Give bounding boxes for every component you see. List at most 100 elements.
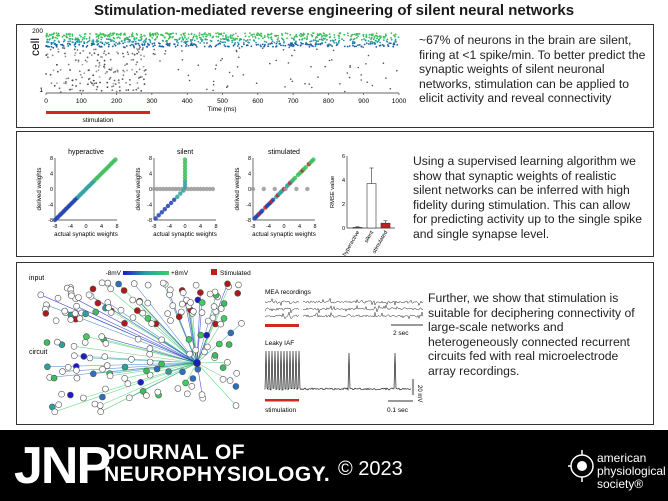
bar-ytick: 0 <box>342 226 345 232</box>
raster-spike <box>378 38 380 41</box>
raster-spike <box>379 41 381 44</box>
raster-spike <box>54 42 56 45</box>
raster-spike <box>122 52 124 55</box>
raster-spike <box>116 51 118 53</box>
raster-spike <box>300 35 302 38</box>
raster-spike <box>124 64 126 67</box>
raster-spike <box>266 35 269 38</box>
raster-spike <box>353 33 356 36</box>
raster-spike <box>319 43 322 46</box>
raster-spike <box>120 40 123 43</box>
raster-spike <box>100 89 103 92</box>
raster-spike <box>124 41 126 43</box>
scatter-point <box>185 186 191 192</box>
raster-spike <box>209 44 212 47</box>
raster-spike <box>140 33 143 36</box>
raster-spike <box>211 36 214 39</box>
neuron-node <box>97 408 104 415</box>
raster-spike <box>100 36 102 38</box>
raster-spike <box>110 34 113 37</box>
raster-spike <box>204 32 206 34</box>
synapse-line <box>76 305 198 364</box>
scatter-ytick: 4 <box>248 172 251 178</box>
raster-spike <box>80 40 82 43</box>
raster-spike <box>175 32 178 35</box>
stimulation-label: stimulation <box>82 117 113 124</box>
raster-ytick-bottom: 1 <box>39 87 43 94</box>
raster-spike <box>96 85 99 88</box>
raster-spike <box>347 34 349 37</box>
raster-spike <box>231 39 234 42</box>
raster-spike <box>191 43 193 46</box>
neuron-node <box>175 313 183 321</box>
raster-spike <box>300 32 302 35</box>
raster-spike <box>234 32 237 35</box>
raster-spike <box>232 44 235 47</box>
raster-spike <box>148 38 151 41</box>
scatter-ytick: 0 <box>149 187 152 193</box>
neuron-node <box>121 319 128 327</box>
copyright: © 2023 <box>338 458 403 480</box>
raster-spike <box>74 59 77 61</box>
neuron-node <box>189 375 197 382</box>
neuron-node <box>139 309 146 317</box>
raster-spike <box>250 45 253 48</box>
raster-spike <box>115 33 118 36</box>
raster-spike <box>168 35 171 37</box>
raster-spike <box>349 65 352 67</box>
raster-spike <box>226 86 228 88</box>
raster-spike <box>108 35 111 38</box>
raster-spike <box>333 36 336 39</box>
raster-spike <box>392 42 395 45</box>
raster-spike <box>158 45 161 48</box>
mea-stimulation-bar <box>265 324 299 327</box>
journal-footer: JNP JOURNAL OF NEUROPHYSIOLOGY. © 2023 a… <box>0 430 668 501</box>
raster-spike <box>149 34 151 36</box>
raster-spike <box>346 45 349 48</box>
raster-spike <box>221 41 224 44</box>
raster-spike <box>218 32 221 35</box>
raster-spike <box>109 32 112 35</box>
raster-spike <box>197 64 200 66</box>
raster-spike <box>295 43 298 46</box>
raster-spike <box>74 52 77 54</box>
raster-xticks: 0 100 200 300 400 500 600 700 800 900 1000 <box>44 93 407 105</box>
scatter-ytick: -4 <box>246 203 251 209</box>
raster-spike <box>127 53 130 56</box>
raster-spike <box>383 37 385 39</box>
raster-spike <box>160 33 162 36</box>
raster-spike <box>370 38 372 40</box>
neuron-node <box>165 368 172 375</box>
neuron-node <box>51 408 59 416</box>
raster-spike <box>331 39 334 42</box>
raster-spikes <box>45 32 400 93</box>
neuron-node <box>59 368 66 375</box>
raster-spike <box>167 44 170 46</box>
raster-spike <box>152 52 155 55</box>
raster-spike <box>329 44 332 46</box>
raster-spike <box>365 33 368 36</box>
raster-spike <box>100 45 103 48</box>
raster-spike <box>51 37 54 40</box>
raster-spike <box>74 42 77 44</box>
raster-spike <box>367 54 370 57</box>
raster-spike <box>144 73 147 76</box>
raster-spike <box>299 44 302 47</box>
raster-spike <box>139 46 141 48</box>
raster-spike <box>282 49 285 51</box>
raster-spike <box>123 70 126 73</box>
mea-trace <box>264 311 300 320</box>
raster-spike <box>264 43 266 46</box>
raster-spike <box>187 33 190 36</box>
raster-spike <box>393 41 396 44</box>
raster-spike <box>394 38 397 41</box>
raster-spike <box>227 36 229 39</box>
neuron-node <box>71 310 79 317</box>
raster-spike <box>128 40 131 43</box>
raster-spike <box>205 35 207 38</box>
raster-spike <box>251 36 254 38</box>
raster-spike <box>332 49 335 52</box>
raster-spike <box>228 71 231 74</box>
raster-spike <box>368 43 370 45</box>
raster-spike <box>393 34 396 37</box>
